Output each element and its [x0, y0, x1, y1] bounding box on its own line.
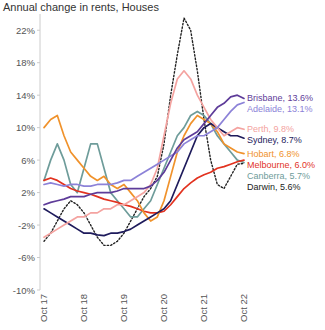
x-tick-label: Oct 21 [198, 294, 209, 322]
series-line [44, 102, 244, 186]
x-tick-label: Oct 20 [158, 294, 169, 322]
x-tick-label: Oct 17 [38, 294, 49, 322]
chart: Annual change in rents, Houses -10% -6% -2%… [0, 0, 325, 330]
series-line [44, 95, 244, 205]
series-label: Darwin, 5.6% [247, 182, 301, 192]
plot-area [44, 18, 244, 245]
series-label: Adelaide, 13.1% [247, 104, 313, 114]
series-line [44, 71, 244, 237]
y-tick-label: 18% [16, 57, 36, 68]
y-tick [37, 192, 40, 193]
y-tick [37, 225, 40, 226]
series-line [44, 18, 244, 245]
x-tick-label: Oct 22 [238, 294, 249, 322]
series-label: Canberra, 5.7% [247, 171, 310, 181]
series-label: Sydney, 8.7% [247, 135, 302, 145]
y-tick-label: 2% [21, 187, 35, 198]
y-tick [37, 30, 40, 31]
series-line [44, 160, 244, 213]
y-tick-label: 6% [21, 155, 35, 166]
y-tick-label: 14% [16, 90, 36, 101]
y-tick [37, 257, 40, 258]
y-tick-label: -2% [18, 220, 35, 231]
series-line [44, 115, 244, 221]
y-tick-label: 22% [16, 25, 36, 36]
y-tick [37, 160, 40, 161]
y-axis-line [40, 14, 41, 290]
y-tick [37, 62, 40, 63]
title: Annual change in rents, Houses [3, 1, 159, 13]
y-tick [37, 290, 40, 291]
y-tick-label: 10% [16, 122, 36, 133]
y-tick-label: -10% [13, 285, 36, 296]
x-tick-label: Oct 18 [78, 294, 89, 322]
y-tick-label: -6% [18, 252, 35, 263]
y-tick [37, 95, 40, 96]
series-label: Brisbane, 13.6% [247, 93, 313, 103]
series-label: Perth, 9.8% [247, 124, 294, 134]
series-label: Melbourne, 6.0% [247, 160, 315, 170]
x-tick-label: Oct 19 [118, 294, 129, 322]
y-tick [37, 127, 40, 128]
series-label: Hobart, 6.8% [247, 149, 300, 159]
